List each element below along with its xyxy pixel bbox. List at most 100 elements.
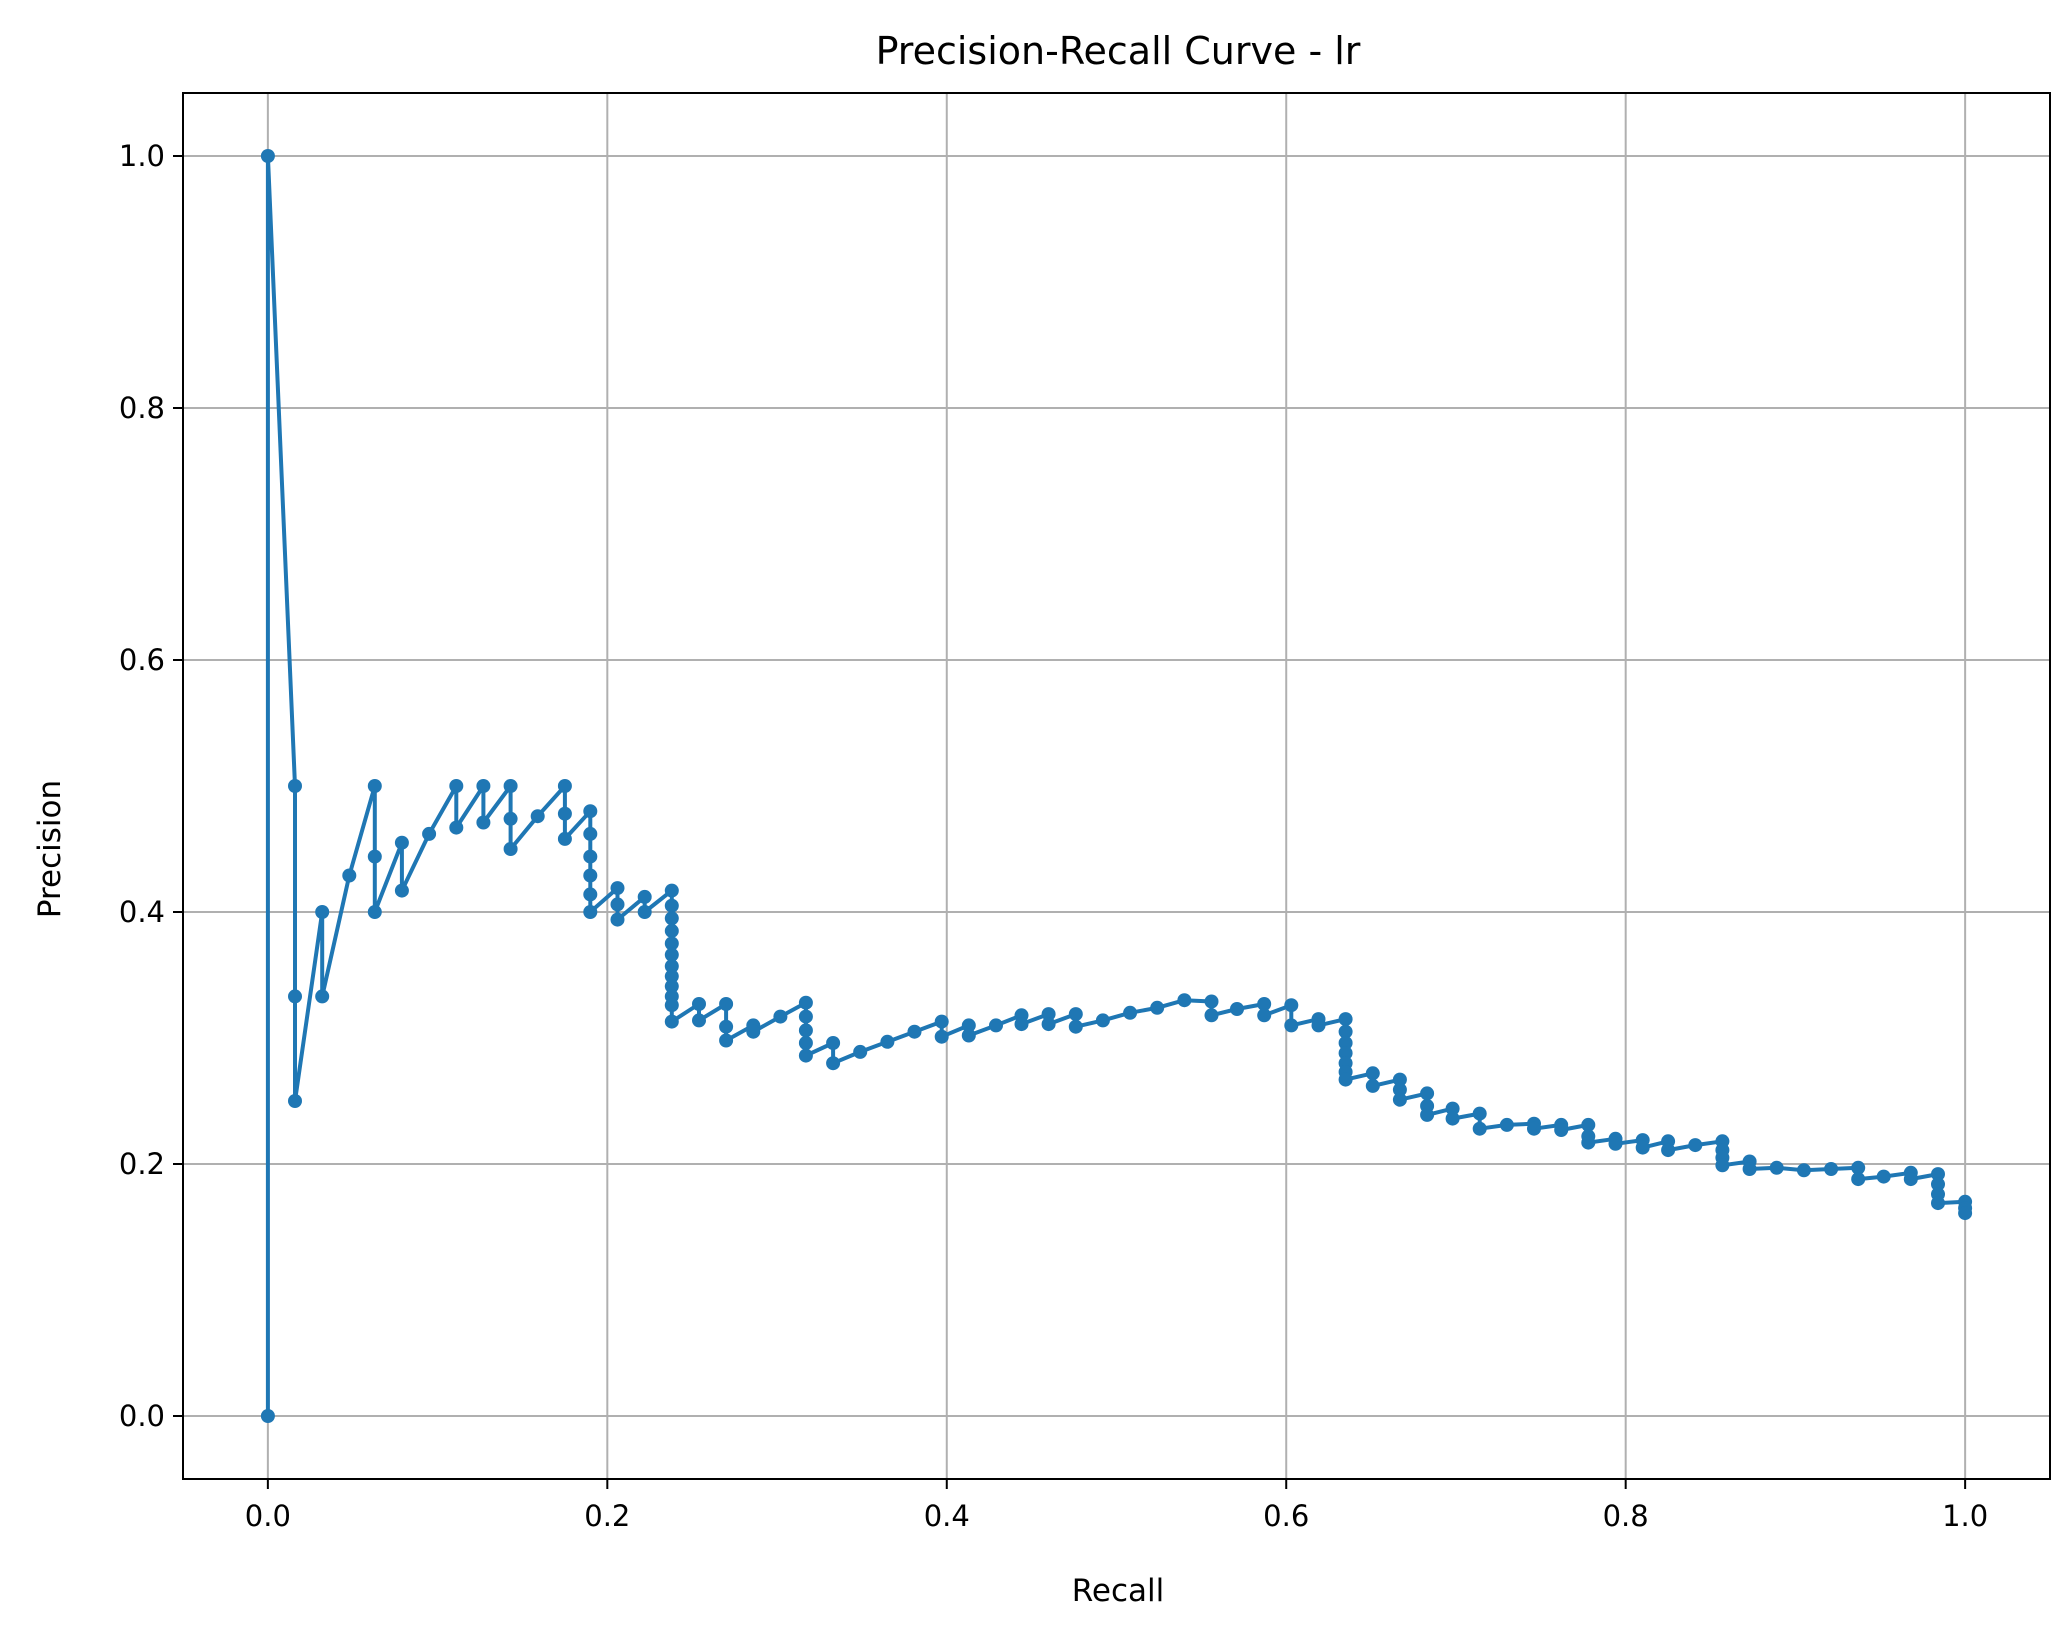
- y-tick-label: 1.0: [119, 139, 165, 173]
- data-point: [664, 883, 679, 898]
- data-point: [664, 959, 679, 974]
- data-point: [664, 1014, 679, 1029]
- data-point: [610, 881, 625, 896]
- data-point: [1123, 1005, 1138, 1020]
- y-tick-label: 0.2: [119, 1147, 165, 1181]
- data-point: [1931, 1167, 1945, 1182]
- data-point: [583, 826, 598, 841]
- data-point: [557, 779, 572, 793]
- data-point: [503, 779, 518, 793]
- y-tick-label: 0.8: [119, 391, 165, 425]
- data-point: [476, 815, 491, 830]
- data-point: [1742, 1162, 1757, 1176]
- data-point: [1851, 1160, 1866, 1175]
- data-point: [557, 806, 572, 821]
- x-tick-label: 0.2: [584, 1499, 630, 1533]
- data-point: [1472, 1121, 1487, 1136]
- data-point: [664, 947, 679, 962]
- data-point: [449, 820, 464, 835]
- data-point: [692, 997, 706, 1011]
- data-point: [853, 1044, 868, 1059]
- data-point: [1014, 1017, 1029, 1032]
- data-point: [719, 1019, 734, 1034]
- data-point: [315, 905, 330, 919]
- data-point: [1581, 1135, 1596, 1150]
- axes-frame: [182, 92, 2051, 1480]
- data-point: [583, 905, 598, 919]
- data-point: [1041, 1017, 1056, 1032]
- x-tick-label: 0.4: [924, 1499, 970, 1533]
- data-point: [1311, 1018, 1326, 1033]
- data-point: [1284, 1018, 1299, 1033]
- data-point: [798, 995, 813, 1010]
- data-point: [773, 1009, 788, 1024]
- data-point: [1365, 1066, 1380, 1081]
- y-axis-ticks: 0.0 0.2 0.4 0.6 0.8 1.0: [119, 139, 183, 1433]
- data-point: [288, 1094, 302, 1108]
- data-point: [664, 969, 679, 984]
- data-point: [1338, 1072, 1353, 1087]
- data-point: [719, 1033, 734, 1048]
- data-point: [1257, 997, 1272, 1011]
- data-point: [1392, 1082, 1407, 1097]
- data-point: [394, 883, 409, 898]
- data-point: [1581, 1117, 1596, 1132]
- data-point: [342, 868, 357, 883]
- data-point: [610, 897, 625, 912]
- data-point: [610, 912, 625, 927]
- data-point: [961, 1028, 976, 1043]
- data-point: [1257, 1008, 1272, 1023]
- data-point: [367, 849, 382, 864]
- data-point: [288, 779, 302, 793]
- data-point: [934, 1014, 949, 1029]
- data-point: [1392, 1092, 1407, 1107]
- data-point: [664, 923, 679, 938]
- chart-title: Precision-Recall Curve - lr: [876, 29, 1361, 73]
- data-point: [1420, 1107, 1435, 1122]
- x-tick-label: 0.0: [245, 1499, 291, 1533]
- x-tick-label: 0.8: [1603, 1499, 1649, 1533]
- data-point: [1338, 1046, 1353, 1061]
- data-point: [1876, 1169, 1891, 1184]
- data-point: [798, 1036, 813, 1050]
- data-point: [583, 849, 598, 864]
- data-point: [260, 1409, 275, 1423]
- data-point: [934, 1029, 949, 1044]
- data-point: [746, 1024, 761, 1039]
- data-point: [798, 1009, 813, 1024]
- y-tick-label: 0.6: [119, 643, 165, 677]
- data-point: [664, 936, 679, 951]
- data-point: [1931, 1177, 1945, 1192]
- data-point: [503, 811, 518, 826]
- x-tick-label: 0.6: [1263, 1499, 1309, 1533]
- data-point: [826, 1036, 841, 1050]
- data-point: [1284, 998, 1299, 1013]
- data-point: [961, 1018, 976, 1033]
- data-point: [1392, 1072, 1407, 1087]
- data-point: [1338, 1012, 1353, 1027]
- x-tick-label: 1.0: [1942, 1499, 1988, 1533]
- data-point: [1041, 1007, 1056, 1022]
- data-point: [664, 898, 679, 913]
- data-point: [557, 831, 572, 846]
- data-point: [1499, 1117, 1514, 1132]
- data-point: [1824, 1162, 1839, 1176]
- data-point: [1554, 1123, 1569, 1137]
- data-point: [367, 905, 382, 919]
- data-point: [826, 1056, 841, 1071]
- data-point: [1365, 1078, 1380, 1093]
- data-point: [664, 998, 679, 1013]
- data-point: [637, 905, 652, 919]
- data-point: [1903, 1172, 1918, 1187]
- data-point: [1661, 1143, 1676, 1158]
- data-point: [664, 979, 679, 994]
- data-point: [1445, 1101, 1460, 1116]
- data-point: [1204, 994, 1219, 1009]
- data-point: [1931, 1196, 1945, 1211]
- data-point: [288, 989, 302, 1004]
- data-point: [394, 835, 409, 850]
- data-point: [1204, 1008, 1219, 1023]
- data-point: [1796, 1163, 1811, 1178]
- data-point: [503, 842, 518, 856]
- data-point: [1420, 1086, 1435, 1101]
